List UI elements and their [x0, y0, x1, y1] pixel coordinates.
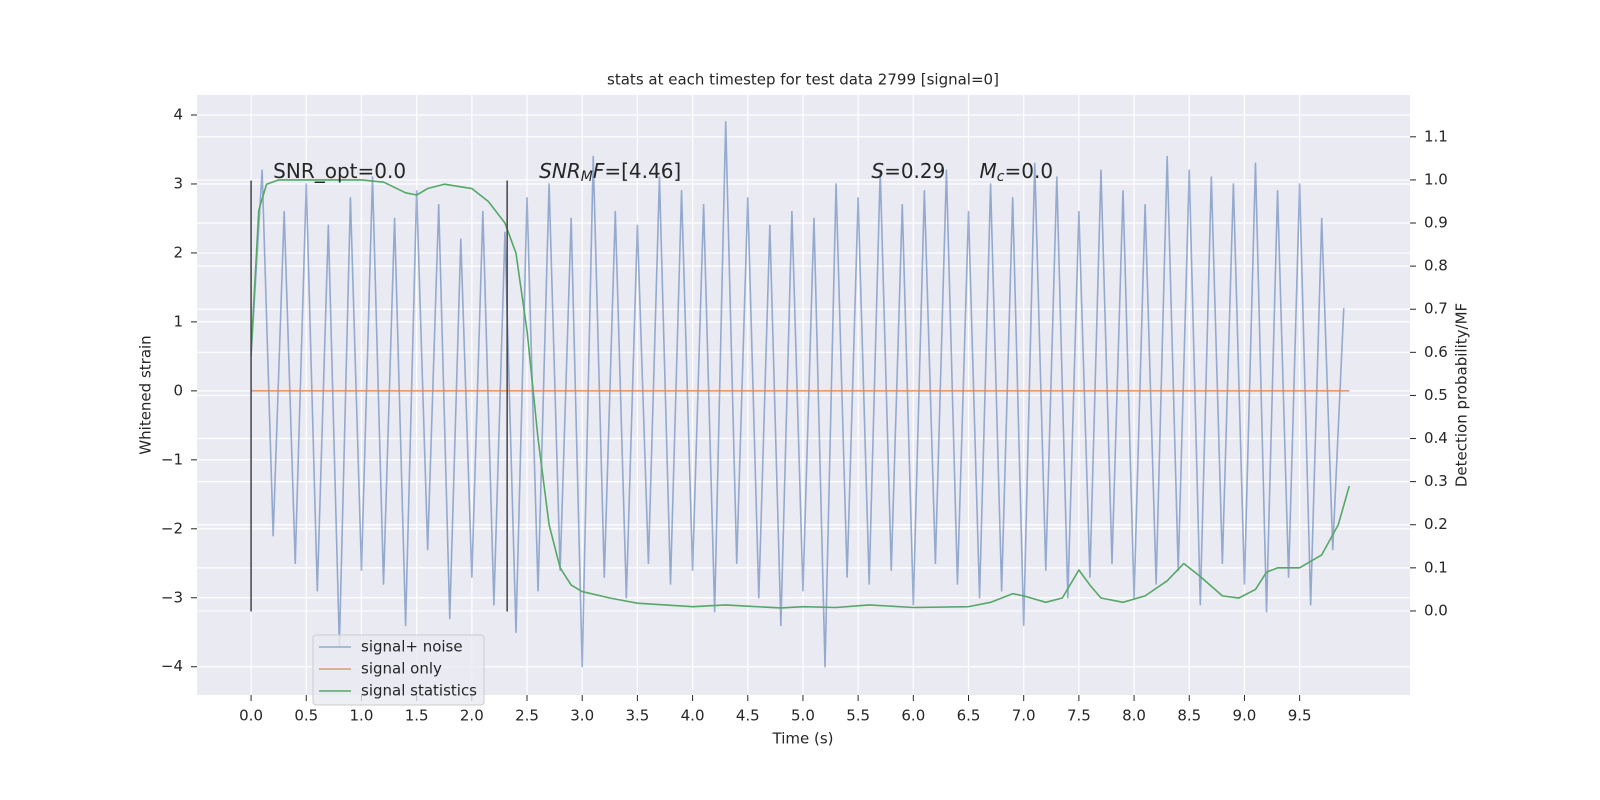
y-tick-label: 1 — [173, 312, 183, 330]
x-tick-label: 8.0 — [1122, 707, 1146, 725]
y2-tick-label: 0.7 — [1424, 300, 1448, 318]
x-tick-label: 6.5 — [957, 707, 981, 725]
x-tick-label: 9.5 — [1288, 707, 1312, 725]
chart-title: stats at each timestep for test data 279… — [607, 71, 999, 89]
annotation-part: SNR — [539, 159, 581, 183]
annotation-part: M — [980, 159, 997, 183]
x-tick-label: 8.5 — [1177, 707, 1201, 725]
legend-label: signal statistics — [361, 682, 477, 700]
y2-tick-label: 0.0 — [1424, 601, 1448, 619]
x-tick-label: 9.0 — [1233, 707, 1257, 725]
x-tick-label: 7.5 — [1067, 707, 1091, 725]
y2-tick-label: 1.1 — [1424, 127, 1448, 145]
y2-tick-label: 0.8 — [1424, 257, 1448, 275]
x-tick-label: 0.5 — [294, 707, 318, 725]
y2-tick-label: 0.2 — [1424, 515, 1448, 533]
x-tick-label: 4.0 — [681, 707, 705, 725]
series-line — [250, 179, 1351, 609]
legend-label: signal+ noise — [361, 638, 463, 656]
x-tick-label: 1.0 — [350, 707, 374, 725]
annotation: SNR_opt=0.0 — [273, 159, 406, 183]
y2-tick-label: 0.5 — [1424, 386, 1448, 404]
legend-label: signal only — [361, 660, 442, 678]
x-tick-label: 5.0 — [791, 707, 815, 725]
y-tick-label: 3 — [173, 174, 183, 192]
annotation: Mc=0.0 — [980, 159, 1054, 186]
y-tick-label: −2 — [161, 519, 183, 537]
annotation-part: SNR_opt=0.0 — [273, 159, 406, 183]
y2-axis-label: Detection probability/MF — [1453, 303, 1471, 487]
y-tick-label: 0 — [173, 381, 183, 399]
annotation-part: =0.0 — [1005, 159, 1054, 183]
x-tick-label: 6.0 — [901, 707, 925, 725]
legend-box — [312, 634, 485, 706]
y-tick-label: −4 — [161, 657, 183, 675]
y-tick-label: −3 — [161, 588, 183, 606]
annotation-part: S — [871, 159, 884, 183]
y2-tick-label: 0.3 — [1424, 472, 1448, 490]
y2-tick-label: 0.9 — [1424, 214, 1448, 232]
x-axis-label: Time (s) — [772, 730, 834, 748]
x-tick-label: 0.0 — [239, 707, 263, 725]
y-tick-label: 2 — [173, 243, 183, 261]
x-tick-label: 5.5 — [846, 707, 870, 725]
annotation-part: c — [997, 169, 1005, 185]
series-line — [250, 121, 1345, 668]
x-tick-label: 1.5 — [405, 707, 429, 725]
x-tick-label: 3.5 — [625, 707, 649, 725]
annotation-part: M — [581, 169, 593, 185]
y2-tick-label: 0.6 — [1424, 343, 1448, 361]
y-axis-label: Whitened strain — [137, 335, 155, 454]
y2-tick-label: 1.0 — [1424, 170, 1448, 188]
annotation-part: F — [593, 159, 605, 183]
annotation: SNRMF=[4.46] — [539, 159, 681, 186]
annotation: S=0.29 — [871, 159, 945, 183]
x-tick-label: 3.0 — [570, 707, 594, 725]
annotation-part: =[4.46] — [604, 159, 681, 183]
y-tick-label: 4 — [173, 106, 183, 124]
y2-tick-label: 0.1 — [1424, 558, 1448, 576]
annotation-part: =0.29 — [884, 159, 945, 183]
y-tick-label: −1 — [161, 450, 183, 468]
x-tick-label: 2.0 — [460, 707, 484, 725]
x-tick-label: 7.0 — [1012, 707, 1036, 725]
x-tick-label: 2.5 — [515, 707, 539, 725]
y2-tick-label: 0.4 — [1424, 429, 1448, 447]
x-tick-label: 4.5 — [736, 707, 760, 725]
